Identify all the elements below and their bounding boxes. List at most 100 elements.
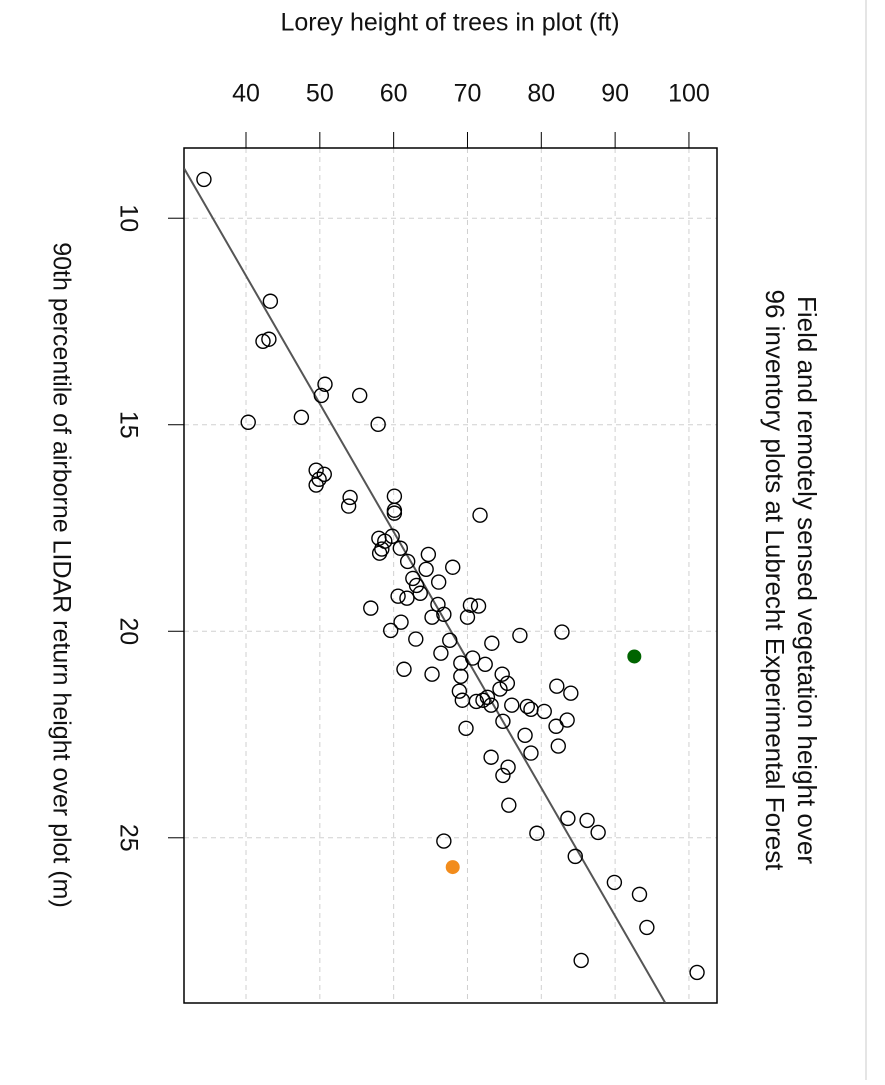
y-axis-label: Lorey height of trees in plot (ft) (280, 9, 619, 37)
point (579, 812, 595, 829)
point (483, 697, 499, 713)
point (293, 409, 310, 426)
point (639, 919, 655, 936)
regression-line (184, 167, 667, 1003)
point (560, 810, 576, 827)
point (396, 661, 412, 677)
point (418, 561, 434, 578)
x-tick-label: 15 (114, 411, 142, 439)
point (504, 697, 520, 713)
point (399, 590, 415, 606)
y-tick-label: 40 (232, 80, 260, 108)
y-tick-label: 80 (527, 80, 555, 108)
y-tick-label: 90 (601, 80, 629, 108)
point (363, 600, 379, 616)
point (399, 553, 416, 570)
point (567, 848, 583, 865)
point (495, 767, 511, 784)
point (523, 701, 539, 718)
point (549, 678, 565, 694)
point (536, 703, 552, 720)
point (351, 387, 368, 404)
point (451, 683, 468, 699)
point (483, 749, 499, 765)
plot-frame (183, 147, 718, 1004)
point (386, 502, 403, 518)
point (308, 477, 324, 493)
point (445, 860, 460, 875)
point (468, 693, 485, 710)
point (459, 609, 476, 625)
x-tick-label: 10 (114, 204, 142, 232)
point (484, 635, 500, 651)
chart-title: 96 inventory plots at Lubrecht Experimen… (760, 290, 790, 872)
chart-title: Field and remotely sensed vegetation hei… (792, 296, 822, 864)
point (436, 606, 452, 623)
point (470, 598, 487, 614)
point (554, 624, 570, 640)
point (383, 622, 399, 639)
point (573, 952, 589, 969)
point (453, 668, 469, 684)
point (390, 588, 406, 604)
x-axis-label: 90th percentile of airborne LIDAR return… (47, 242, 75, 908)
point (412, 585, 428, 601)
point (262, 293, 279, 309)
point (408, 577, 425, 594)
point (261, 331, 277, 347)
point (196, 171, 212, 188)
point (430, 574, 447, 590)
point (548, 718, 564, 734)
point (240, 414, 256, 430)
point (492, 681, 508, 697)
point (308, 462, 324, 478)
point (313, 387, 330, 404)
point (479, 689, 496, 706)
point (392, 540, 409, 556)
point (317, 376, 333, 392)
point (495, 713, 511, 730)
point (512, 627, 528, 644)
point (442, 632, 458, 649)
point (462, 597, 479, 613)
point (563, 685, 579, 701)
point (408, 631, 424, 647)
point (529, 825, 545, 841)
point (405, 570, 421, 587)
x-tick-label: 25 (114, 824, 142, 852)
point (523, 745, 539, 761)
point (370, 416, 386, 433)
point (342, 489, 358, 506)
x-tick-label: 20 (114, 617, 142, 645)
y-tick-label: 70 (454, 80, 482, 108)
point (458, 720, 474, 737)
point (386, 488, 403, 504)
point (500, 759, 516, 775)
point (436, 833, 452, 849)
point (627, 649, 642, 664)
point (517, 727, 533, 744)
point (501, 797, 517, 813)
point (475, 692, 491, 708)
point (340, 498, 357, 514)
point (550, 738, 566, 754)
point (494, 666, 510, 682)
point (374, 541, 390, 557)
point (445, 559, 461, 575)
point (606, 874, 623, 891)
y-tick-label: 50 (306, 80, 334, 108)
point (424, 666, 440, 682)
point (477, 656, 493, 673)
point (316, 466, 332, 483)
point (631, 886, 648, 903)
point (689, 964, 705, 981)
y-tick-label: 60 (380, 80, 408, 108)
point (386, 505, 403, 521)
point (420, 546, 437, 563)
point (519, 698, 535, 715)
point (472, 507, 488, 523)
point (590, 824, 606, 841)
point (433, 645, 449, 661)
point (453, 655, 469, 671)
